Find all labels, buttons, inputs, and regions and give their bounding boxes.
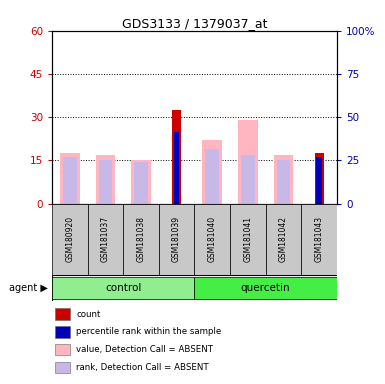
Bar xyxy=(316,157,322,204)
Text: rank, Detection Call = ABSENT: rank, Detection Call = ABSENT xyxy=(76,363,209,372)
Text: GSM181042: GSM181042 xyxy=(279,216,288,262)
Bar xyxy=(52,277,194,299)
Bar xyxy=(63,157,77,204)
Bar xyxy=(60,153,80,204)
Title: GDS3133 / 1379037_at: GDS3133 / 1379037_at xyxy=(122,17,267,30)
Bar xyxy=(55,308,70,320)
Bar xyxy=(238,120,258,204)
Text: GSM181037: GSM181037 xyxy=(101,216,110,262)
Text: GSM181038: GSM181038 xyxy=(137,216,146,262)
Text: GSM181043: GSM181043 xyxy=(315,216,323,262)
Text: GSM180920: GSM180920 xyxy=(65,216,74,262)
Text: GSM181040: GSM181040 xyxy=(208,216,217,262)
Bar xyxy=(315,153,323,204)
Bar xyxy=(230,204,266,275)
Bar xyxy=(241,155,254,204)
Bar xyxy=(159,204,194,275)
Bar xyxy=(55,362,70,373)
Text: value, Detection Call = ABSENT: value, Detection Call = ABSENT xyxy=(76,345,213,354)
Text: agent ▶: agent ▶ xyxy=(9,283,48,293)
Bar xyxy=(194,277,337,299)
Bar xyxy=(206,149,219,204)
Bar xyxy=(203,140,222,204)
Text: quercetin: quercetin xyxy=(241,283,290,293)
Bar xyxy=(52,204,88,275)
Text: control: control xyxy=(105,283,141,293)
Bar xyxy=(266,204,301,275)
Text: percentile rank within the sample: percentile rank within the sample xyxy=(76,328,221,336)
Bar xyxy=(301,204,337,275)
Text: count: count xyxy=(76,310,100,319)
Bar xyxy=(95,155,115,204)
Bar xyxy=(277,161,290,204)
Bar xyxy=(131,161,151,204)
Bar xyxy=(194,204,230,275)
Bar xyxy=(99,161,112,204)
Bar xyxy=(123,204,159,275)
Bar xyxy=(172,110,181,204)
Bar xyxy=(55,344,70,355)
Text: GSM181041: GSM181041 xyxy=(243,216,252,262)
Bar xyxy=(88,204,123,275)
Bar xyxy=(274,155,293,204)
Text: GSM181039: GSM181039 xyxy=(172,216,181,262)
Bar xyxy=(174,131,179,204)
Bar xyxy=(134,162,148,204)
Bar xyxy=(55,326,70,338)
